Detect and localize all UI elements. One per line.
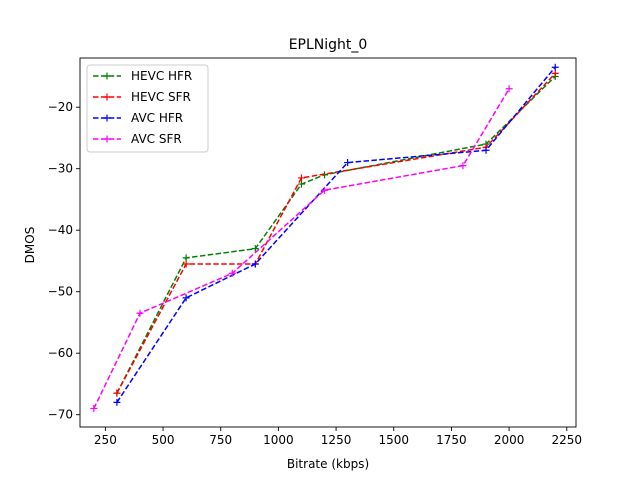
legend-marker-hevc-sfr [103,93,111,101]
data-point-hevc-sfr [113,389,121,397]
data-point-avc-hfr [182,294,190,302]
data-point-avc-sfr [90,405,98,413]
x-tick-label: 250 [94,433,117,447]
x-tick-label: 2250 [551,433,582,447]
data-point-hevc-sfr [182,260,190,268]
chart-title: EPLNight_0 [289,37,368,53]
y-tick-label: −30 [48,162,73,176]
data-point-hevc-hfr [182,254,190,262]
y-tick-label: −40 [48,223,73,237]
data-point-hevc-hfr [251,245,259,253]
legend: HEVC HFR HEVC SFR AVC HFR AVC SFR [86,64,209,153]
data-point-avc-sfr [228,269,236,277]
data-point-hevc-sfr [551,69,559,77]
data-point-avc-hfr [482,146,490,154]
y-tick-label: −70 [48,408,73,422]
legend-marker-avc-hfr [103,114,111,122]
legend-label-hevc-sfr: HEVC SFR [131,90,191,104]
legend-label-avc-sfr: AVC SFR [131,132,182,146]
data-point-avc-hfr [251,260,259,268]
axes-frame [79,57,577,428]
legend-marker-hevc-hfr [103,72,111,80]
legend-box [86,64,209,153]
series-line-avc-sfr [93,88,510,409]
data-point-hevc-hfr [297,180,305,188]
x-axis-title: Bitrate (kbps) [287,457,369,471]
legend-label-avc-hfr: AVC HFR [131,111,183,125]
x-tick-label: 2000 [494,433,525,447]
legend-marker-avc-sfr [103,135,111,143]
y-axis-title: DMOS [23,227,37,264]
series-line-hevc-sfr [116,72,556,394]
x-tick-label: 500 [152,433,175,447]
y-tick-label: −60 [48,346,73,360]
data-point-avc-hfr [113,398,121,406]
legend-label-hevc-hfr: HEVC HFR [131,69,192,83]
data-point-hevc-sfr [297,174,305,182]
data-point-avc-sfr [136,309,144,317]
x-tick-label: 1500 [378,433,409,447]
x-tick-label: 1750 [436,433,467,447]
x-tick-label: 1000 [263,433,294,447]
data-point-avc-sfr [459,162,467,170]
x-tick-label: 750 [209,433,232,447]
data-point-avc-hfr [551,63,559,71]
plot-area: 250 500 750 1000 1250 1500 1750 2000 2250 −70 −60 −… [48,57,582,447]
x-tick-label: 1250 [321,433,352,447]
y-tick-label: −20 [48,100,73,114]
data-point-avc-hfr [344,159,352,167]
y-tick-label: −50 [48,285,73,299]
data-point-avc-sfr [505,85,513,93]
data-point-avc-sfr [321,186,329,194]
series-line-avc-hfr [116,66,556,403]
